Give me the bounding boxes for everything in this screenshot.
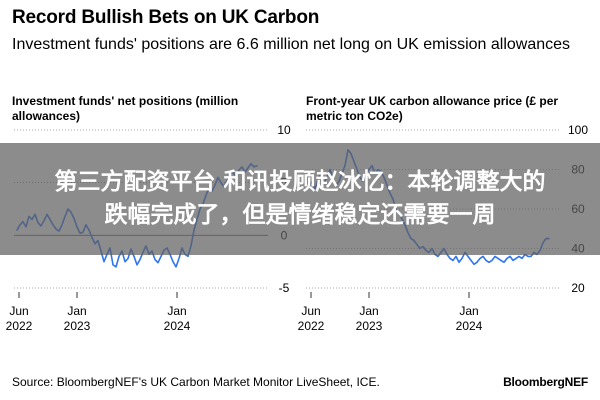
chart-subtitle: Investment funds' positions are 6.6 mill… [12,36,571,53]
left-panel-title: Investment funds' net positions (million… [12,94,239,123]
overlay-line-2: 跌幅完成了，但是情绪稳定还需要一周 [104,202,496,228]
headline-overlay: 第三方配资平台 和讯投顾赵冰忆：本轮调整大的 跌幅完成了，但是情绪稳定还需要一周 [0,143,600,255]
left-x-tick-label: 2023 [64,319,91,333]
right-x-tick-label: Jan [459,304,478,318]
source-note: Source: BloombergNEF's UK Carbon Market … [12,375,380,389]
left-x-tick-label: Jun [9,304,28,318]
chart-title: Record Bullish Bets on UK Carbon [12,7,320,28]
right-x-tick-label: Jun [301,304,320,318]
left-y-tick-label: 10 [277,123,291,137]
left-x-tick-label: 2024 [164,319,191,333]
right-x-tick-label: Jan [359,304,378,318]
right-x-tick-label: 2022 [298,319,325,333]
left-x-tick-label: Jan [67,304,86,318]
right-x-tick-label: 2023 [356,319,383,333]
right-y-tick-label: 20 [571,281,585,295]
overlay-line-1: 第三方配资平台 和讯投顾赵冰忆：本轮调整大的 [54,169,546,195]
left-x-tick-label: Jan [167,304,186,318]
right-y-tick-label: 100 [568,123,588,137]
left-y-tick-label: -5 [279,281,290,295]
right-x-tick-label: 2024 [456,319,483,333]
right-panel-title: Front-year UK carbon allowance price (£ … [306,94,559,123]
brand-logo-text: BloombergNEF [503,375,588,389]
left-x-tick-label: 2022 [6,319,33,333]
